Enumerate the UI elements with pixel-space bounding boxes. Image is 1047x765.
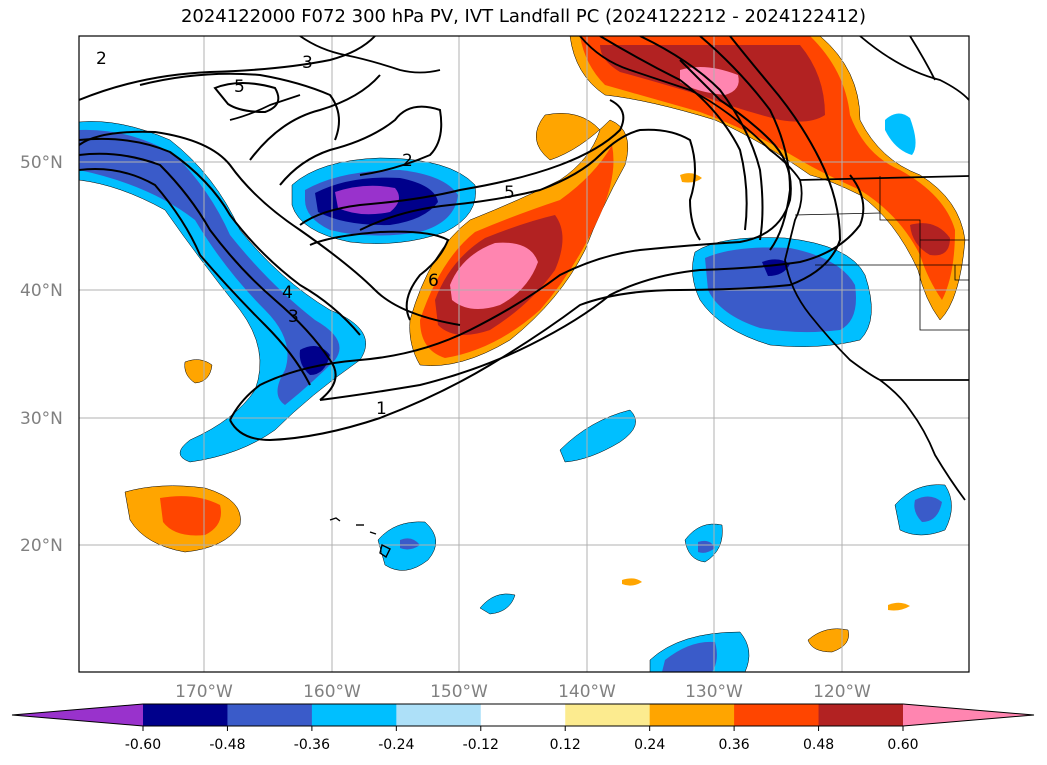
hawaii-islands xyxy=(329,517,391,559)
colorbar-segment xyxy=(311,704,397,726)
pv-contours xyxy=(79,36,865,442)
lat-label: 40°N xyxy=(20,281,63,301)
lat-label: 30°N xyxy=(20,409,63,429)
colorbar-tick-label: 0.12 xyxy=(550,737,581,753)
map-panel: 2 3 5 2 5 6 4 3 1 xyxy=(79,36,969,672)
colorbar-tick-label: -0.36 xyxy=(294,737,330,753)
colorbar-tick-label: -0.24 xyxy=(378,737,414,753)
contour-labels: 2 3 5 2 5 6 4 3 1 xyxy=(96,49,515,419)
contour-label: 4 xyxy=(282,283,293,303)
contour-label: 3 xyxy=(302,53,313,73)
lon-label: 170°W xyxy=(175,682,233,702)
colorbar-segment xyxy=(227,704,313,726)
colorbar-segment xyxy=(143,704,228,726)
contour-label: 5 xyxy=(504,183,515,203)
contour-label: 3 xyxy=(288,307,299,327)
state-borders xyxy=(794,176,969,331)
colorbar-segment xyxy=(480,704,566,726)
map-title: 2024122000 F072 300 hPa PV, IVT Landfall… xyxy=(180,6,867,27)
colorbar-tick-label: -0.12 xyxy=(463,737,499,753)
colorbar-extend-low xyxy=(12,704,143,726)
neg-blobs-small xyxy=(377,113,952,672)
contour-label: 1 xyxy=(376,399,387,419)
lon-label: 140°W xyxy=(558,682,616,702)
contour-label: 2 xyxy=(402,151,413,171)
colorbar-segment xyxy=(396,704,482,726)
lon-label: 150°W xyxy=(430,682,488,702)
colorbar-tick-label: 0.60 xyxy=(887,737,918,753)
colorbar-segment xyxy=(734,704,820,726)
pos-blobs-small xyxy=(124,173,910,653)
colorbar-tick-label: -0.48 xyxy=(209,737,245,753)
colorbar-tick-label: 0.36 xyxy=(719,737,750,753)
colorbar: -0.60 -0.48 -0.36 -0.24 -0.12 0.12 0.24 0.36 0.4… xyxy=(11,703,1035,753)
lon-label: 160°W xyxy=(303,682,361,702)
lon-label: 130°W xyxy=(685,682,743,702)
lon-label: 120°W xyxy=(813,682,871,702)
lat-label: 50°N xyxy=(20,153,63,173)
colorbar-tick-label: 0.24 xyxy=(634,737,665,753)
longitude-labels: 170°W 160°W 150°W 140°W 130°W 120°W xyxy=(175,682,871,702)
contour-label: 6 xyxy=(428,271,439,291)
colorbar-segment xyxy=(649,704,735,726)
gridlines xyxy=(79,36,969,672)
lat-label: 20°N xyxy=(20,536,63,556)
colorbar-extend-high xyxy=(903,704,1034,726)
latitude-labels: 50°N 40°N 30°N 20°N xyxy=(20,153,63,556)
contour-label: 2 xyxy=(96,49,107,69)
contour-label: 5 xyxy=(234,77,245,97)
colorbar-tick-label: 0.48 xyxy=(803,737,834,753)
colorbar-tick-label: -0.60 xyxy=(125,737,161,753)
pos-blob-central xyxy=(409,113,629,366)
colorbar-segment xyxy=(818,704,904,726)
colorbar-segment xyxy=(565,704,651,726)
map-frame xyxy=(78,35,970,673)
